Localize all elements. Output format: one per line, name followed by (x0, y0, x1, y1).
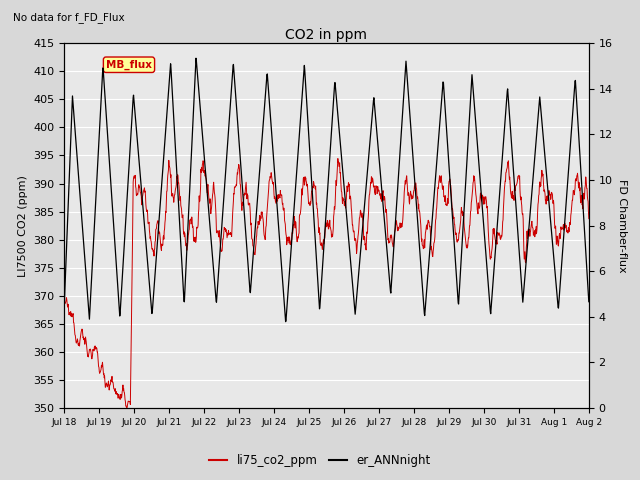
li75_co2_ppm (164, 167, 172, 173)
Legend: li75_co2_ppm, er_ANNnight: li75_co2_ppm, er_ANNnight (205, 449, 435, 472)
er_ANNnight (260, 119, 268, 124)
er_ANNnight (60, 310, 68, 315)
er_ANNnight (282, 319, 289, 324)
er_ANNnight (516, 260, 524, 266)
Title: CO2 in ppm: CO2 in ppm (285, 28, 367, 42)
er_ANNnight (154, 228, 162, 234)
li75_co2_ppm (516, 187, 524, 193)
er_ANNnight (164, 95, 172, 100)
Line: er_ANNnight: er_ANNnight (64, 58, 589, 322)
Line: li75_co2_ppm: li75_co2_ppm (64, 158, 589, 408)
li75_co2_ppm (458, 210, 465, 216)
er_ANNnight (192, 55, 200, 61)
li75_co2_ppm (585, 216, 593, 222)
li75_co2_ppm (155, 225, 163, 231)
li75_co2_ppm (334, 156, 342, 161)
li75_co2_ppm (123, 405, 131, 410)
er_ANNnight (585, 299, 593, 305)
li75_co2_ppm (212, 207, 220, 213)
li75_co2_ppm (260, 220, 268, 226)
li75_co2_ppm (60, 308, 68, 314)
er_ANNnight (458, 247, 465, 252)
Y-axis label: LI7500 CO2 (ppm): LI7500 CO2 (ppm) (17, 175, 28, 276)
Text: No data for f_FD_Flux: No data for f_FD_Flux (13, 12, 124, 23)
er_ANNnight (212, 293, 220, 299)
Text: MB_flux: MB_flux (106, 60, 152, 70)
Y-axis label: FD Chamber-flux: FD Chamber-flux (616, 179, 627, 273)
